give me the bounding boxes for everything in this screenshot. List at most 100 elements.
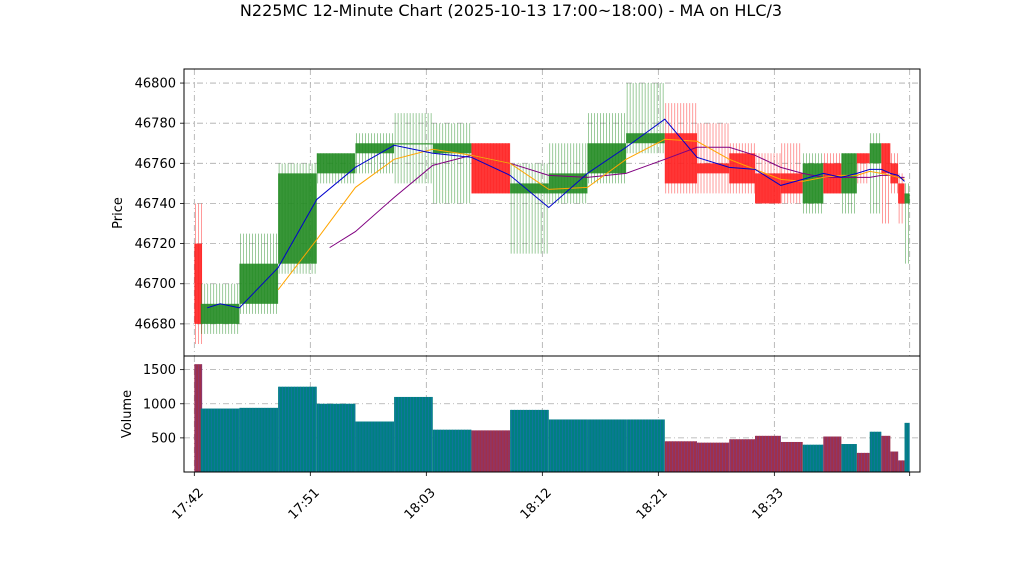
- candle-down: [780, 143, 803, 204]
- price-y-ticks: 46680 46700 46720 46740 46760 46780 46800: [135, 77, 184, 332]
- candle-down: [856, 153, 870, 184]
- candle-body: [841, 153, 857, 194]
- price-candles: [194, 83, 910, 344]
- candle-body: [471, 143, 511, 194]
- volume-bar: [869, 431, 882, 472]
- volume-bar-fill: [904, 422, 910, 472]
- volume-panel: 500 1000 1500 Volume: [120, 355, 921, 473]
- candle-body: [626, 133, 665, 144]
- volume-y-tick-label: 1000: [143, 397, 176, 412]
- price-y-tick-label: 46740: [135, 197, 176, 212]
- candle-body: [869, 143, 882, 164]
- volume-bar: [587, 419, 627, 472]
- x-tick-label: 18:12: [518, 486, 555, 523]
- volume-bar: [316, 403, 356, 472]
- candle-body: [898, 183, 905, 204]
- price-y-tick-label: 46800: [135, 77, 176, 92]
- volume-bar-fill: [780, 441, 803, 472]
- candle-up: [841, 153, 857, 214]
- volume-bar-fill: [729, 439, 756, 472]
- x-axis-ticks: 17:42 17:51 18:03 18:12 18:21 18:33: [170, 472, 911, 523]
- volume-bar: [780, 441, 803, 472]
- candle-body: [823, 163, 842, 194]
- volume-bar: [355, 421, 395, 472]
- candle-up: [394, 113, 433, 184]
- x-tick-label: 18:21: [634, 486, 671, 523]
- candle-up: [316, 153, 356, 184]
- x-tick-label: 18:03: [402, 486, 439, 523]
- price-panel: 46680 46700 46720 46740 46760 46780 46800 Pric…: [111, 68, 921, 357]
- volume-bar-fill: [856, 452, 870, 472]
- candle-body: [780, 173, 803, 194]
- candle-up: [802, 153, 824, 214]
- volume-bar: [802, 444, 824, 472]
- volume-bar: [890, 451, 899, 472]
- moving-averages: [207, 118, 905, 309]
- ma-fast-line: [207, 118, 905, 309]
- candle-down: [664, 103, 698, 194]
- ma-slow-line: [329, 146, 905, 249]
- candle-body: [394, 143, 433, 145]
- volume-bar: [823, 436, 842, 472]
- candle-down: [697, 123, 730, 194]
- x-tick-label: 17:51: [286, 486, 323, 523]
- volume-bar: [841, 444, 857, 472]
- volume-bar-fill: [194, 364, 203, 472]
- candle-body: [510, 183, 549, 194]
- candle-up: [355, 133, 395, 174]
- volume-bar: [898, 460, 905, 472]
- candle-body: [664, 133, 698, 184]
- candle-up: [278, 163, 317, 274]
- volume-bar: [548, 419, 588, 472]
- volume-bar: [471, 430, 511, 472]
- candle-down: [755, 153, 781, 204]
- volume-y-ticks: 500 1000 1500: [143, 363, 184, 446]
- volume-bar: [432, 429, 472, 472]
- volume-bar: [697, 442, 730, 472]
- volume-y-axis-label: Volume: [120, 390, 135, 438]
- volume-bar-fill: [664, 441, 698, 472]
- candle-up: [432, 123, 472, 204]
- candle-up: [904, 183, 910, 264]
- price-y-tick-label: 46780: [135, 117, 176, 132]
- volume-bar-fill: [823, 436, 842, 472]
- candle-body: [881, 143, 891, 174]
- volume-bar: [626, 419, 665, 472]
- volume-bar-fill: [697, 442, 730, 472]
- volume-bar: [664, 441, 698, 472]
- volume-bar: [729, 439, 756, 472]
- ma-mid-line: [277, 138, 905, 291]
- price-y-tick-label: 46680: [135, 317, 176, 332]
- candle-body: [355, 143, 395, 154]
- volume-bar-fill: [755, 435, 781, 472]
- volume-bar-fill: [898, 460, 905, 472]
- candle-body: [802, 163, 824, 204]
- candle-body: [697, 163, 730, 174]
- volume-bar-fill: [869, 431, 882, 472]
- candle-body: [200, 303, 240, 324]
- volume-bar: [881, 435, 891, 472]
- candle-body: [755, 173, 781, 204]
- volume-bar: [394, 396, 433, 472]
- candle-up: [200, 283, 240, 334]
- candle-body: [548, 173, 588, 194]
- candle-down: [471, 143, 511, 194]
- volume-bar: [904, 422, 910, 472]
- volume-y-tick-label: 1500: [143, 363, 176, 378]
- candle-down: [898, 173, 905, 224]
- x-tick-label: 17:42: [170, 486, 207, 523]
- candle-body: [890, 163, 899, 184]
- volume-bar: [278, 386, 317, 472]
- price-y-tick-label: 46700: [135, 277, 176, 292]
- price-y-tick-label: 46720: [135, 237, 176, 252]
- volume-bar: [856, 452, 870, 472]
- volume-panel-frame: [183, 355, 921, 473]
- candle-body: [432, 143, 472, 154]
- candle-body: [278, 173, 317, 264]
- volume-bar: [755, 435, 781, 472]
- candle-body: [239, 263, 279, 304]
- volume-y-tick-label: 500: [151, 431, 176, 446]
- chart-title: N225MC 12-Minute Chart (2025-10-13 17:00…: [240, 1, 782, 20]
- candle-body: [856, 153, 870, 164]
